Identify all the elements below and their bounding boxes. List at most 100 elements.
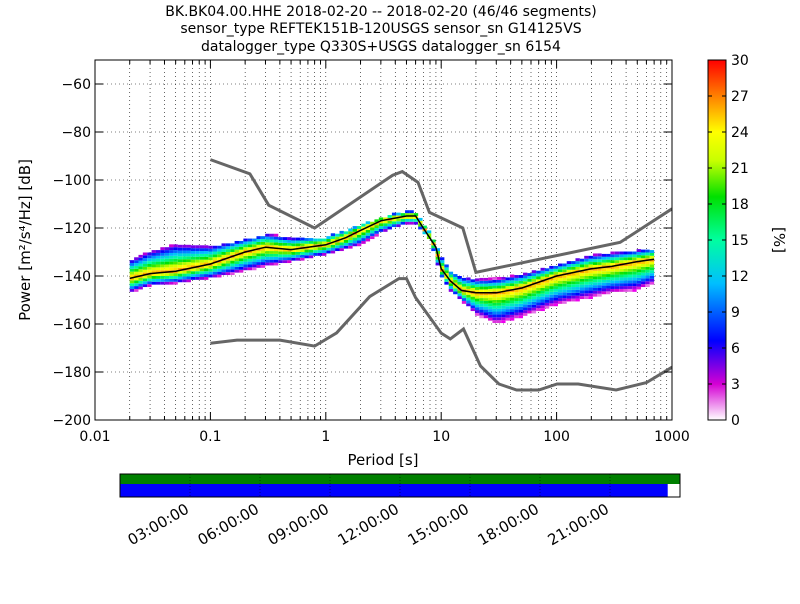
psd-cell bbox=[182, 279, 187, 283]
psd-cell bbox=[610, 265, 615, 269]
psd-cell bbox=[348, 240, 353, 243]
psd-cell bbox=[256, 259, 261, 263]
psd-cell bbox=[601, 268, 607, 272]
psd-cell bbox=[278, 240, 283, 243]
psd-cell bbox=[151, 267, 156, 271]
psd-cell bbox=[619, 283, 624, 287]
psd-cell bbox=[291, 252, 296, 255]
psd-cell bbox=[326, 247, 331, 251]
psd-cell bbox=[173, 276, 178, 279]
psd-cell bbox=[461, 277, 467, 281]
psd-cell bbox=[221, 246, 226, 250]
psd-cell bbox=[492, 300, 497, 303]
psd-cell bbox=[195, 259, 200, 263]
psd-cell bbox=[606, 253, 611, 257]
psd-cell bbox=[645, 249, 650, 253]
psd-cell bbox=[636, 275, 642, 278]
psd-cell bbox=[509, 314, 515, 318]
psd-cell bbox=[138, 286, 143, 290]
psd-cell bbox=[339, 242, 344, 246]
psd-cell bbox=[514, 309, 519, 313]
psd-cell bbox=[186, 270, 191, 274]
psd-cell bbox=[509, 294, 515, 298]
psd-cell bbox=[588, 261, 593, 265]
psd-cell bbox=[243, 255, 248, 259]
psd-cell bbox=[335, 236, 340, 240]
psd-cell bbox=[343, 240, 349, 243]
time-tick-label: 03:00:00 bbox=[125, 500, 192, 549]
psd-cell bbox=[575, 287, 580, 290]
psd-cell bbox=[343, 237, 349, 240]
psd-cell bbox=[614, 274, 620, 278]
psd-cell bbox=[138, 263, 143, 267]
psd-cell bbox=[269, 236, 274, 240]
psd-cell bbox=[523, 281, 528, 285]
psd-cell bbox=[553, 288, 558, 292]
psd-cell bbox=[636, 257, 642, 261]
psd-cell bbox=[474, 312, 480, 316]
psd-cell bbox=[614, 283, 620, 287]
psd-cell bbox=[488, 314, 493, 318]
psd-cell bbox=[265, 253, 270, 257]
psd-cell bbox=[287, 251, 292, 255]
psd-cell bbox=[269, 245, 274, 249]
psd-cell bbox=[492, 320, 497, 324]
psd-cell bbox=[610, 283, 615, 287]
psd-cell bbox=[256, 264, 261, 268]
psd-cell bbox=[195, 245, 200, 249]
psd-cell bbox=[479, 295, 484, 299]
psd-cell bbox=[400, 218, 406, 222]
psd-cell bbox=[557, 277, 563, 281]
psd-cell bbox=[234, 249, 239, 253]
psd-cell bbox=[496, 300, 502, 303]
psd-cell bbox=[518, 309, 524, 313]
psd-cell bbox=[435, 248, 441, 252]
psd-cell bbox=[536, 288, 541, 291]
psd-cell bbox=[566, 278, 572, 282]
psd-cell bbox=[514, 312, 519, 316]
psd-cell bbox=[322, 238, 327, 242]
x-tick-label: 0.1 bbox=[199, 429, 221, 445]
psd-cell bbox=[597, 270, 602, 274]
psd-cell bbox=[601, 253, 607, 257]
psd-cell bbox=[186, 279, 191, 283]
psd-cell bbox=[544, 274, 550, 277]
psd-cell bbox=[317, 252, 323, 256]
psd-cell bbox=[195, 251, 200, 254]
psd-cell bbox=[588, 284, 593, 288]
psd-cell bbox=[575, 278, 580, 282]
psd-cell bbox=[540, 296, 545, 300]
psd-cell bbox=[531, 307, 537, 311]
psd-cell bbox=[645, 284, 650, 288]
psd-cell bbox=[492, 297, 497, 300]
psd-cell bbox=[260, 253, 266, 257]
psd-cell bbox=[474, 281, 480, 285]
psd-cell bbox=[514, 280, 519, 284]
psd-cell bbox=[588, 278, 593, 282]
psd-cell bbox=[155, 264, 161, 268]
psd-cell bbox=[592, 256, 598, 260]
psd-cell bbox=[474, 284, 480, 288]
psd-cell bbox=[509, 312, 515, 315]
psd-cell bbox=[326, 244, 331, 248]
psd-cell bbox=[190, 262, 196, 266]
psd-cell bbox=[592, 270, 598, 274]
psd-cell bbox=[252, 241, 257, 245]
psd-cell bbox=[273, 242, 279, 246]
psd-cell bbox=[435, 262, 441, 266]
psd-cell bbox=[252, 250, 257, 253]
psd-cell bbox=[134, 277, 139, 281]
title-line-3: datalogger_type Q330S+USGS datalogger_sn… bbox=[201, 39, 561, 55]
psd-cell bbox=[501, 320, 506, 324]
psd-cell bbox=[190, 274, 196, 277]
psd-cell bbox=[304, 238, 309, 241]
psd-cell bbox=[225, 272, 231, 276]
psd-cell bbox=[518, 303, 524, 307]
psd-cell bbox=[649, 252, 655, 256]
psd-cell bbox=[523, 272, 528, 276]
psd-cell bbox=[597, 282, 602, 286]
psd-cell bbox=[195, 276, 200, 280]
psd-cell bbox=[208, 248, 213, 252]
psd-cell bbox=[304, 252, 309, 256]
psd-cell bbox=[256, 239, 261, 242]
